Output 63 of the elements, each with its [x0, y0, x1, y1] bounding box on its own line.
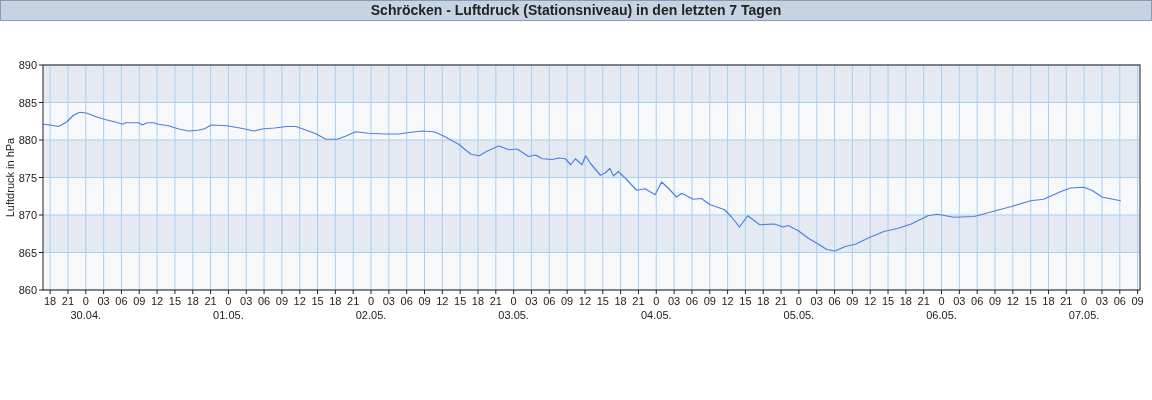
x-tick-label: 15 [311, 295, 324, 307]
chart-title: Schröcken - Luftdruck (Stationsniveau) in den letzten 7 Tagen [370, 2, 782, 18]
x-tick-label: 12 [721, 295, 734, 307]
x-tick-label: 03 [525, 295, 538, 307]
x-tick-label: 18 [899, 295, 912, 307]
x-tick-label: 06 [257, 295, 271, 307]
y-tick-label: 865 [18, 246, 37, 259]
x-tick-label: 21 [632, 295, 645, 307]
x-tick-label: 06 [115, 295, 128, 307]
x-tick-label: 06 [685, 295, 699, 307]
x-tick-label: 12 [150, 295, 164, 307]
x-tick-label: 06 [828, 295, 841, 307]
x-tick-label: 15 [168, 295, 182, 307]
x-tick-label: 21 [489, 295, 502, 307]
x-tick-label: 03 [810, 295, 823, 307]
x-tick-label: 12 [436, 295, 449, 307]
y-tick-label: 885 [18, 96, 37, 109]
y-tick-label: 890 [18, 59, 37, 71]
y-tick-label: 880 [18, 134, 37, 146]
x-tick-label: 03 [1095, 295, 1109, 307]
y-axis-title: Luftdruck in hPa [4, 136, 16, 218]
x-tick-label: 12 [1006, 295, 1019, 307]
x-tick-label: 12 [578, 295, 592, 307]
x-tick-label: 18 [44, 295, 57, 307]
x-tick-label: 18 [329, 295, 342, 307]
x-tick-label: 09 [418, 295, 431, 307]
x-tick-label: 06 [543, 295, 556, 307]
x-tick-label: 15 [596, 295, 609, 307]
x-tick-label: 21 [347, 295, 360, 307]
x-tick-label: 21 [917, 295, 930, 307]
x-tick-label: 18 [1042, 295, 1055, 307]
x-tick-label: 18 [614, 295, 627, 307]
x-tick-label: 12 [293, 295, 306, 307]
x-tick-label: 03 [97, 295, 110, 307]
y-tick-label: 875 [18, 171, 37, 184]
x-tick-label: 18 [471, 295, 485, 307]
x-tick-label: 21 [204, 295, 217, 307]
x-tick-label: 21 [1060, 295, 1073, 307]
x-tick-label: 18 [757, 295, 770, 307]
x-tick-label: 15 [739, 295, 752, 307]
x-tick-label: 15 [881, 295, 895, 307]
y-tick-label: 860 [18, 284, 37, 296]
x-tick-label: 21 [774, 295, 788, 307]
x-tick-label: 09 [1131, 295, 1144, 307]
x-tick-label: 12 [864, 295, 877, 307]
x-tick-label: 15 [454, 295, 467, 307]
x-tick-label: 03 [240, 295, 253, 307]
x-tick-label: 09 [275, 295, 289, 307]
x-tick-label: 03 [667, 295, 681, 307]
x-tick-label: 06 [971, 295, 984, 307]
x-tick-label: 21 [61, 295, 75, 307]
x-tick-label: 09 [703, 295, 716, 307]
x-tick-label: 09 [561, 295, 574, 307]
x-tick-label: 18 [186, 295, 199, 307]
x-tick-label: 03 [953, 295, 966, 307]
y-tick-label: 870 [18, 209, 37, 221]
x-tick-label: 09 [133, 295, 146, 307]
x-tick-label: 06 [1113, 295, 1126, 307]
x-tick-label: 09 [846, 295, 859, 307]
x-tick-label: 03 [382, 295, 395, 307]
x-tick-label: 09 [988, 295, 1002, 307]
x-tick-label: 15 [1024, 295, 1037, 307]
x-tick-label: 06 [400, 295, 413, 307]
